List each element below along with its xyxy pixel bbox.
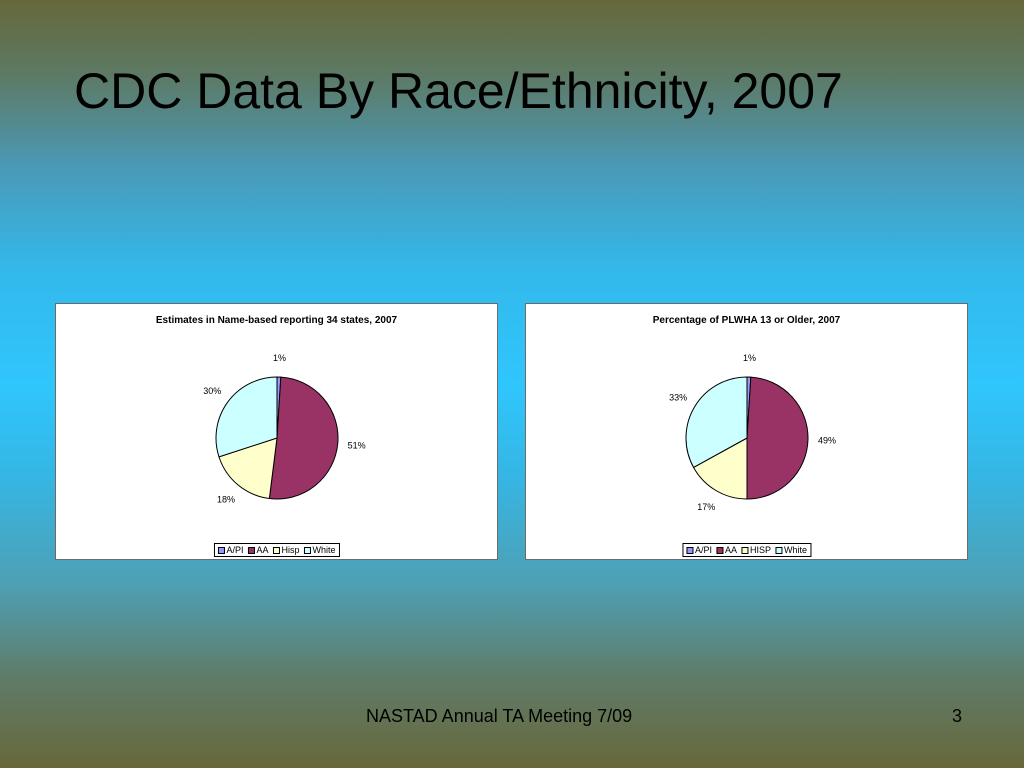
data-label: 30%: [203, 386, 221, 396]
legend-swatch: [217, 546, 225, 554]
legend-swatch: [303, 546, 311, 554]
pie-slice-aa: [746, 376, 809, 500]
legend-label: AA: [724, 545, 737, 555]
legend-item: Hisp: [272, 545, 300, 555]
data-label: 1%: [273, 353, 286, 363]
pie-slice-hisp: [218, 437, 278, 500]
chart-title: Percentage of PLWHA 13 or Older, 2007: [652, 315, 841, 326]
pie-slice-white: [215, 376, 278, 458]
pie-slice-white: [685, 376, 748, 469]
data-label: 1%: [743, 353, 756, 363]
legend-label: A/PI: [226, 545, 244, 555]
legend-swatch: [272, 546, 280, 554]
legend-item: White: [775, 545, 807, 555]
pie-slice-hisp: [692, 437, 748, 500]
legend-swatch: [715, 546, 723, 554]
legend-label: A/PI: [694, 545, 712, 555]
pie-chart-svg: 1% 49% 17% 33%: [669, 353, 836, 512]
legend-label: White: [784, 545, 808, 555]
data-label: 33%: [669, 392, 687, 402]
pie-chart-name-based-reporting: Estimates in Name-based reporting 34 sta…: [55, 303, 498, 560]
legend-item: A/PI: [217, 545, 243, 555]
chart-title: Estimates in Name-based reporting 34 sta…: [155, 315, 398, 326]
chart-legend: A/PI AA HISP White: [681, 543, 812, 557]
legend-item: White: [303, 545, 336, 555]
data-label: 51%: [348, 441, 366, 451]
pie-chart-plwha: Percentage of PLWHA 13 or Older, 2007 1%…: [525, 303, 968, 560]
legend-swatch: [775, 546, 783, 554]
legend-label: HISP: [750, 545, 772, 555]
legend-label: White: [312, 545, 336, 555]
legend-swatch: [247, 546, 255, 554]
legend-swatch: [685, 546, 693, 554]
data-label: 49%: [818, 436, 836, 446]
legend-swatch: [741, 546, 748, 554]
legend-item: AA: [715, 545, 737, 555]
data-label: 17%: [697, 502, 715, 512]
chart-legend: A/PI AA Hisp White: [213, 543, 340, 557]
page-number: 3: [952, 706, 963, 726]
legend-label: Hisp: [281, 545, 300, 555]
legend-item: HISP: [741, 545, 771, 555]
pie-slice-aa: [268, 376, 339, 500]
slide-title: CDC Data By Race/Ethnicity, 2007: [74, 63, 843, 119]
legend-label: AA: [256, 545, 269, 555]
legend-item: AA: [247, 545, 269, 555]
slide-footer: NASTAD Annual TA Meeting 7/09: [366, 706, 633, 726]
data-label: 18%: [217, 495, 235, 505]
pie-chart-svg: 1% 51% 18% 30%: [203, 353, 366, 505]
legend-item: A/PI: [685, 545, 712, 555]
